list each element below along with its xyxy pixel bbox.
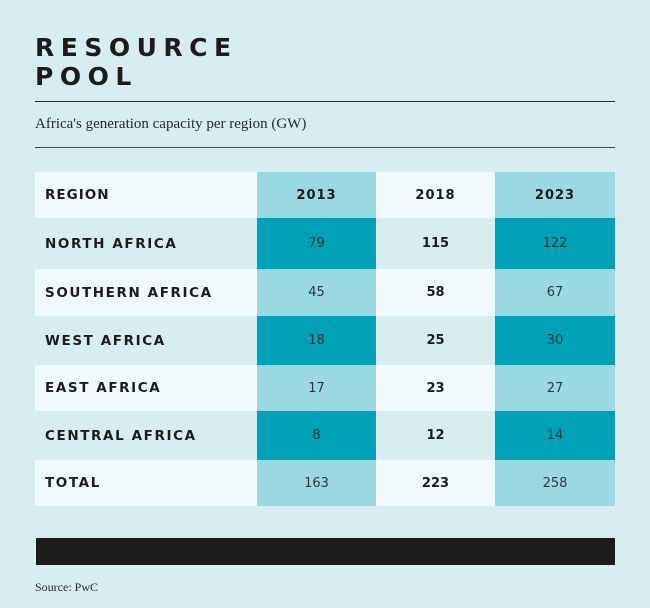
total-2018: 223 xyxy=(376,460,495,506)
source-note: Source: PwC xyxy=(35,580,98,594)
table-total-row: TOTAL 163 223 258 xyxy=(35,460,615,506)
title-line-2: POOL xyxy=(35,62,138,91)
column-header-2013: 2013 xyxy=(257,172,376,218)
column-header-2023: 2023 xyxy=(495,172,615,218)
region-name: SOUTHERN AFRICA xyxy=(35,269,257,316)
capacity-table: REGION 2013 2018 2023 NORTH AFRICA 79 11… xyxy=(35,172,615,506)
top-divider xyxy=(35,101,615,102)
table-row: SOUTHERN AFRICA 45 58 67 xyxy=(35,269,615,316)
region-name: EAST AFRICA xyxy=(35,365,257,411)
value-2013: 45 xyxy=(257,269,376,316)
total-label: TOTAL xyxy=(35,460,257,506)
footer-bar xyxy=(36,538,615,565)
value-2023: 27 xyxy=(495,365,615,411)
value-2018: 58 xyxy=(376,269,495,316)
value-2023: 14 xyxy=(495,411,615,460)
table-row: EAST AFRICA 17 23 27 xyxy=(35,365,615,411)
total-2023: 258 xyxy=(495,460,615,506)
subtitle-divider xyxy=(35,147,615,148)
column-header-region: REGION xyxy=(35,172,257,218)
value-2018: 12 xyxy=(376,411,495,460)
region-name: CENTRAL AFRICA xyxy=(35,411,257,460)
table-row: WEST AFRICA 18 25 30 xyxy=(35,316,615,365)
value-2013: 79 xyxy=(257,218,376,269)
region-name: WEST AFRICA xyxy=(35,316,257,365)
table-row: NORTH AFRICA 79 115 122 xyxy=(35,218,615,269)
value-2023: 30 xyxy=(495,316,615,365)
value-2018: 25 xyxy=(376,316,495,365)
value-2023: 122 xyxy=(495,218,615,269)
value-2013: 8 xyxy=(257,411,376,460)
page-title: RESOURCE POOL xyxy=(35,33,238,91)
value-2023: 67 xyxy=(495,269,615,316)
region-name: NORTH AFRICA xyxy=(35,218,257,269)
title-line-1: RESOURCE xyxy=(35,33,238,62)
column-header-2018: 2018 xyxy=(376,172,495,218)
total-2013: 163 xyxy=(257,460,376,506)
value-2018: 23 xyxy=(376,365,495,411)
value-2013: 18 xyxy=(257,316,376,365)
value-2018: 115 xyxy=(376,218,495,269)
table-header-row: REGION 2013 2018 2023 xyxy=(35,172,615,218)
value-2013: 17 xyxy=(257,365,376,411)
subtitle: Africa's generation capacity per region … xyxy=(35,116,307,132)
table-row: CENTRAL AFRICA 8 12 14 xyxy=(35,411,615,460)
